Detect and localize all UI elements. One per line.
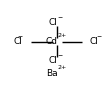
- Text: Cl: Cl: [14, 37, 23, 46]
- Text: −: −: [57, 14, 63, 19]
- Text: −: −: [17, 33, 23, 39]
- Text: −: −: [57, 53, 63, 58]
- Text: Ba: Ba: [46, 69, 57, 78]
- Text: 2+: 2+: [57, 33, 67, 38]
- Text: Cl: Cl: [89, 37, 98, 46]
- Text: Cl: Cl: [48, 18, 57, 27]
- Text: Cl: Cl: [48, 56, 57, 65]
- Text: Cd: Cd: [45, 37, 57, 46]
- Text: −: −: [96, 33, 101, 39]
- Text: 2+: 2+: [57, 65, 67, 70]
